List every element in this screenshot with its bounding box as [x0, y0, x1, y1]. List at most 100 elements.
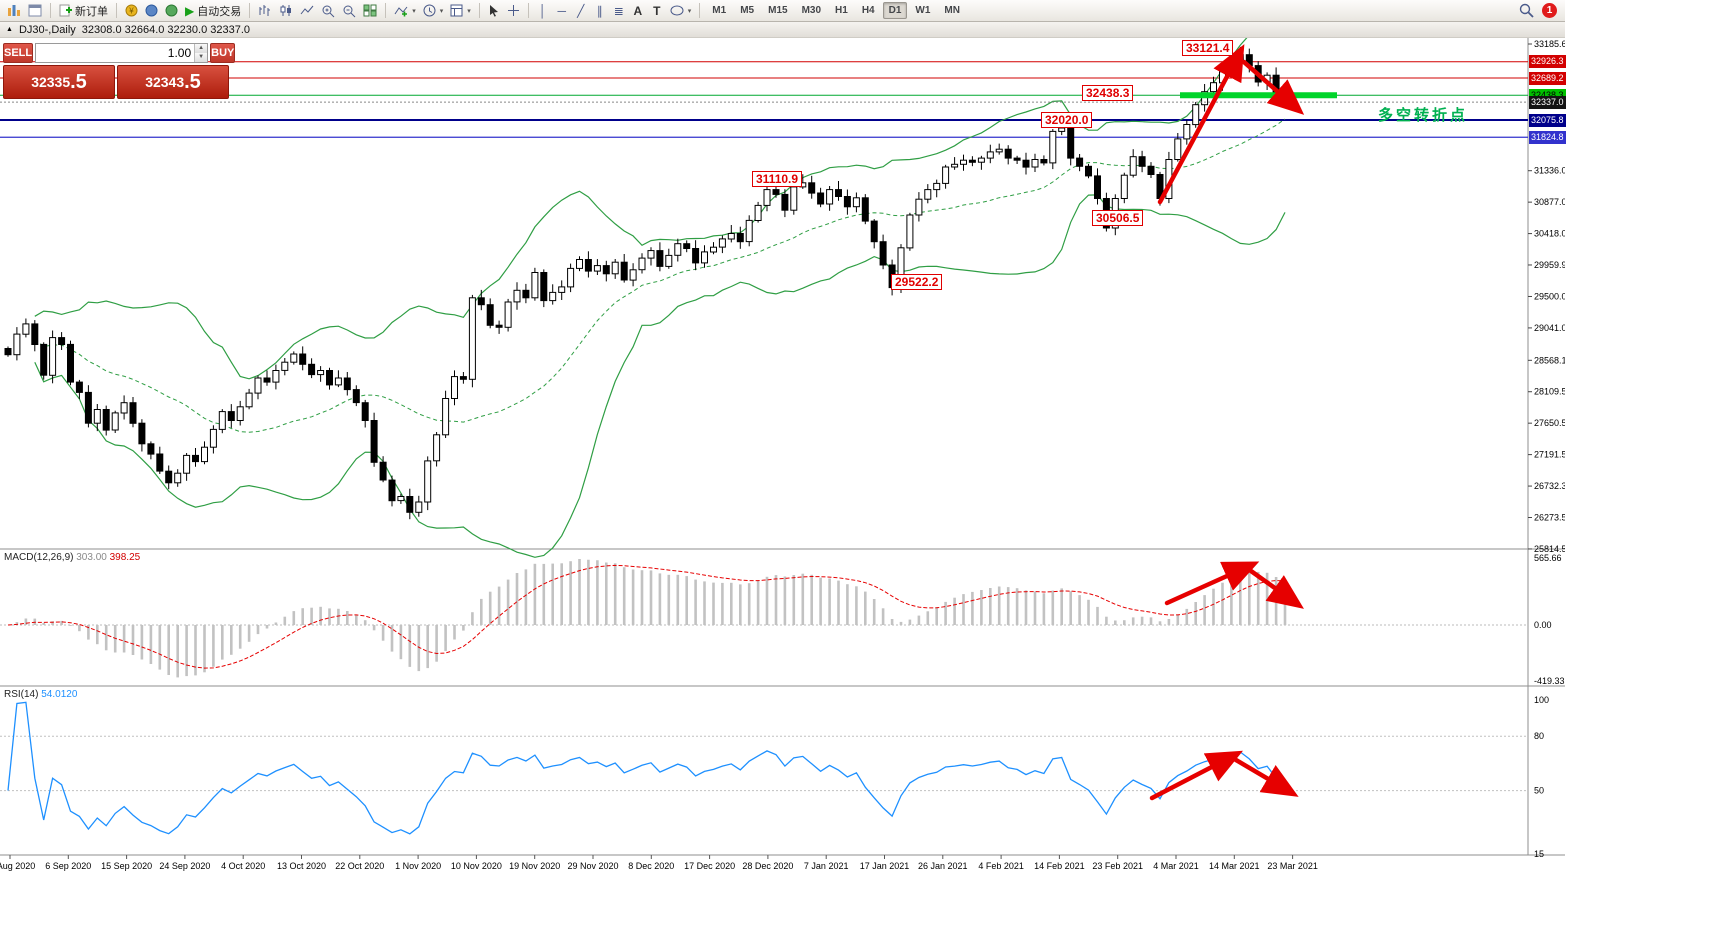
- svg-text:100: 100: [1534, 695, 1549, 705]
- svg-text:27650.5: 27650.5: [1534, 418, 1565, 428]
- macd-signal-value: 398.25: [109, 552, 141, 563]
- svg-text:19 Nov 2020: 19 Nov 2020: [509, 861, 560, 871]
- candles-series: [4, 46, 1289, 520]
- one-click-trading-panel: SELL ▲▼ BUY 32335 .5 32343 .5: [3, 43, 236, 99]
- mt4-window: 33185.6 31336.0 30877.0 30418.0 29959.9 29500…: [0, 0, 1566, 946]
- timeframe-button-m15[interactable]: M15: [768, 5, 788, 16]
- notification-badge[interactable]: 1: [1542, 3, 1557, 18]
- svg-text:33185.6: 33185.6: [1534, 39, 1565, 49]
- autotrade-label: 自动交易: [197, 5, 242, 18]
- svg-text:15: 15: [1534, 849, 1544, 859]
- svg-text:24 Sep 2020: 24 Sep 2020: [159, 861, 210, 871]
- shapes-tool-icon[interactable]: ▾: [667, 2, 695, 20]
- svg-text:6 Sep 2020: 6 Sep 2020: [45, 861, 91, 871]
- bar-chart-icon[interactable]: [255, 2, 275, 20]
- chart-title-bar: ▲ DJ30-,Daily 32308.0 32664.0 32230.0 32…: [0, 22, 1565, 38]
- chart-canvas[interactable]: 33185.6 31336.0 30877.0 30418.0 29959.9 29500…: [0, 0, 1565, 946]
- deposit-icon[interactable]: ¥: [122, 2, 141, 20]
- macd-main-value: 303.00: [76, 552, 107, 563]
- candlestick-chart-icon[interactable]: [276, 2, 296, 20]
- price-tag-32689.2: 32689.2: [1529, 71, 1566, 85]
- sell-label-chip[interactable]: SELL: [3, 43, 34, 63]
- timeframe-button-m5[interactable]: M5: [740, 5, 755, 16]
- line-chart-icon[interactable]: [297, 2, 317, 20]
- timeframe-button-m1[interactable]: M1: [712, 5, 727, 16]
- chart-ohlc-values: 32308.0 32664.0 32230.0 32337.0: [81, 23, 251, 36]
- templates-icon[interactable]: ▾: [447, 2, 474, 20]
- new-order-button[interactable]: 新订单: [56, 2, 111, 20]
- panel-frame: [0, 38, 1565, 856]
- timeframe-button-d1[interactable]: D1: [882, 2, 908, 19]
- price-tag-32926.3: 32926.3: [1529, 55, 1566, 69]
- trendline-tool-icon[interactable]: ╱: [577, 3, 585, 18]
- new-order-icon: [59, 4, 72, 17]
- svg-text:26273.5: 26273.5: [1534, 512, 1565, 522]
- new-chart-icon[interactable]: [4, 2, 24, 20]
- volume-box: ▲▼: [35, 43, 209, 63]
- svg-text:1 Nov 2020: 1 Nov 2020: [395, 861, 441, 871]
- dropdown-caret: ▾: [467, 7, 471, 15]
- autotrade-button[interactable]: ▶ 自动交易: [182, 2, 244, 20]
- sell-button[interactable]: 32335 .5: [3, 65, 115, 99]
- crosshair-icon[interactable]: [504, 2, 523, 20]
- svg-text:4 Mar 2021: 4 Mar 2021: [1153, 861, 1199, 871]
- svg-text:8 Dec 2020: 8 Dec 2020: [628, 861, 674, 871]
- buy-button[interactable]: 32343 .5: [117, 65, 229, 99]
- toolbar-separator: [478, 3, 480, 18]
- timeframe-button-h4[interactable]: H4: [861, 5, 875, 16]
- timeframe-button-h1[interactable]: H1: [835, 5, 848, 16]
- zoom-in-icon[interactable]: [318, 2, 338, 20]
- toolbar-separator: [385, 3, 387, 18]
- svg-text:17 Dec 2020: 17 Dec 2020: [684, 861, 735, 871]
- svg-text:4 Oct 2020: 4 Oct 2020: [221, 861, 265, 871]
- profiles-icon[interactable]: [25, 2, 45, 20]
- timeframe-button-w1[interactable]: W1: [915, 5, 931, 16]
- vertical-line-tool-icon[interactable]: │: [539, 3, 547, 18]
- chart-symbol-period: DJ30-,Daily: [18, 23, 76, 36]
- trend-arrows: [1149, 44, 1305, 801]
- svg-text:31336.0: 31336.0: [1534, 166, 1565, 176]
- svg-text:29 Nov 2020: 29 Nov 2020: [567, 861, 618, 871]
- horizontal-line-tool-icon[interactable]: ─: [557, 3, 567, 18]
- svg-text:30877.0: 30877.0: [1534, 197, 1565, 207]
- chart-collapse-icon[interactable]: ▲: [6, 26, 13, 33]
- time-axis: 27 Aug 2020 6 Sep 2020 15 Sep 2020 24 Sep 2…: [0, 855, 1318, 871]
- indicators-icon[interactable]: ▾: [391, 2, 419, 20]
- fibonacci-tool-icon[interactable]: ≣: [613, 3, 624, 18]
- cursor-icon[interactable]: [485, 2, 503, 20]
- svg-text:29041.0: 29041.0: [1534, 323, 1565, 333]
- price-axis: 33185.6 31336.0 30877.0 30418.0 29959.9 29500…: [1528, 39, 1565, 554]
- turning-point-annotation: 多空转折点: [1378, 107, 1469, 124]
- buy-price-main: 32343: [145, 74, 185, 90]
- price-label-33121.4: 33121.4: [1182, 40, 1234, 56]
- svg-text:27 Aug 2020: 27 Aug 2020: [0, 861, 35, 871]
- timeframe-button-mn[interactable]: MN: [944, 5, 960, 16]
- timeframe-button-m30[interactable]: M30: [801, 5, 822, 16]
- svg-text:27191.5: 27191.5: [1534, 450, 1565, 460]
- svg-text:565.66: 565.66: [1534, 553, 1562, 563]
- toolbar-separator: [527, 3, 529, 18]
- price-label-31110.9: 31110.9: [752, 171, 803, 187]
- svg-text:26732.3: 26732.3: [1534, 481, 1565, 491]
- label-tool-icon[interactable]: T: [653, 3, 661, 18]
- volume-input[interactable]: [36, 44, 195, 62]
- help-icon[interactable]: [162, 2, 181, 20]
- periods-icon[interactable]: ▾: [420, 2, 447, 20]
- zoom-out-icon[interactable]: [339, 2, 359, 20]
- volume-down-icon[interactable]: ▼: [195, 53, 208, 62]
- svg-text:26 Jan 2021: 26 Jan 2021: [918, 861, 968, 871]
- volume-spinner[interactable]: ▲ ▼: [194, 44, 208, 62]
- buy-label-chip[interactable]: BUY: [210, 43, 236, 63]
- search-icon[interactable]: [1516, 2, 1537, 20]
- tile-windows-icon[interactable]: [360, 2, 380, 20]
- price-label-29522.2: 29522.2: [891, 274, 943, 290]
- text-tool-icon[interactable]: A: [633, 3, 643, 18]
- community-icon[interactable]: [142, 2, 161, 20]
- svg-text:13 Oct 2020: 13 Oct 2020: [277, 861, 326, 871]
- svg-text:28 Dec 2020: 28 Dec 2020: [742, 861, 793, 871]
- price-label-32438.3: 32438.3: [1082, 85, 1134, 101]
- channel-tool-icon[interactable]: ∥: [596, 3, 603, 18]
- volume-up-icon[interactable]: ▲: [195, 44, 208, 53]
- macd-header: MACD(12,26,9) 303.00 398.25: [4, 552, 140, 563]
- svg-text:28568.1: 28568.1: [1534, 355, 1565, 365]
